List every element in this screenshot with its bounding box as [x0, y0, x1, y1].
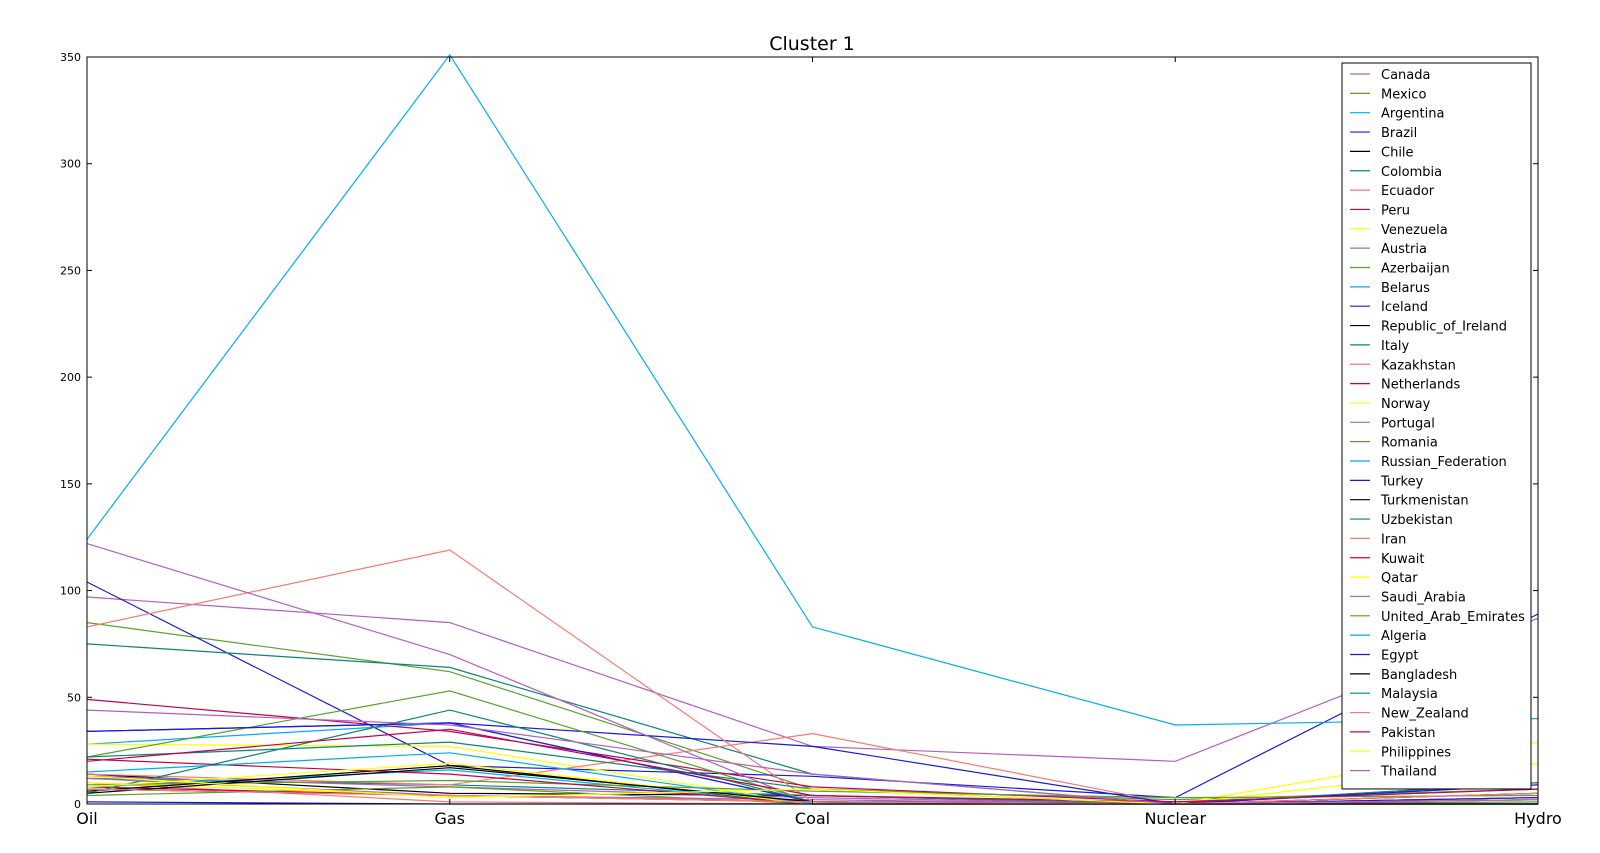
y-tick-label: 0: [74, 798, 81, 811]
legend-label-russian-federation: Russian_Federation: [1381, 455, 1507, 470]
legend-label-azerbaijan: Azerbaijan: [1381, 262, 1450, 277]
y-tick-label: 50: [67, 691, 81, 704]
legend-label-philippines: Philippines: [1381, 745, 1451, 760]
chart-title: Cluster 1: [769, 33, 855, 55]
legend: Canada Mexico Argentina Brazil Chile Colombia…: [1341, 62, 1532, 790]
legend-label-colombia: Colombia: [1381, 165, 1442, 180]
legend-label-turkmenistan: Turkmenistan: [1380, 494, 1469, 509]
legend-label-united-arab-emirates: United_Arab_Emirates: [1381, 610, 1525, 625]
y-tick-label: 150: [60, 478, 81, 491]
legend-label-iceland: Iceland: [1381, 300, 1428, 315]
legend-label-venezuela: Venezuela: [1381, 223, 1448, 238]
legend-label-algeria: Algeria: [1381, 629, 1427, 644]
legend-label-austria: Austria: [1381, 242, 1427, 257]
x-tick-label-coal: Coal: [795, 809, 830, 828]
x-tick-label-oil: Oil: [76, 809, 97, 828]
series-line-pakistan: [86, 728, 1539, 803]
legend-label-saudi-arabia: Saudi_Arabia: [1381, 590, 1466, 605]
y-tick-label: 250: [60, 264, 81, 277]
legend-label-norway: Norway: [1381, 397, 1431, 412]
legend-label-netherlands: Netherlands: [1381, 378, 1460, 393]
y-tick-label: 200: [60, 371, 81, 384]
legend-box: [1341, 62, 1532, 790]
legend-label-portugal: Portugal: [1381, 416, 1435, 431]
legend-label-romania: Romania: [1381, 436, 1438, 451]
legend-label-belarus: Belarus: [1381, 281, 1430, 296]
legend-label-kazakhstan: Kazakhstan: [1381, 358, 1456, 373]
legend-label-argentina: Argentina: [1381, 107, 1444, 122]
legend-label-republic-of-ireland: Republic_of_Ireland: [1381, 320, 1507, 335]
y-tick-label: 350: [60, 51, 81, 64]
legend-label-thailand: Thailand: [1380, 765, 1437, 780]
series-line-romania: [86, 779, 1539, 799]
x-tick-label-nuclear: Nuclear: [1144, 809, 1206, 828]
legend-label-italy: Italy: [1381, 339, 1410, 354]
legend-label-kuwait: Kuwait: [1381, 552, 1424, 567]
axes-layer: 0 50 100 150 200 250 300 350 Oil Gas Coal Nuclear Hy…: [60, 51, 1562, 828]
series-line-russian-federation: [86, 53, 1539, 726]
y-tick-label: 100: [60, 585, 81, 598]
series-line-brazil: [86, 581, 1539, 799]
legend-label-peru: Peru: [1381, 203, 1410, 218]
legend-label-malaysia: Malaysia: [1381, 687, 1438, 702]
x-tick-label-hydro: Hydro: [1514, 809, 1562, 828]
legend-label-egypt: Egypt: [1381, 649, 1419, 664]
y-tick-label: 300: [60, 158, 81, 171]
legend-label-chile: Chile: [1381, 145, 1414, 160]
series-line-thailand: [86, 709, 1539, 805]
legend-label-new-zealand: New_Zealand: [1381, 707, 1469, 722]
legend-label-iran: Iran: [1381, 532, 1406, 547]
legend-label-uzbekistan: Uzbekistan: [1381, 513, 1453, 528]
legend-label-ecuador: Ecuador: [1381, 184, 1435, 199]
x-tick-label-gas: Gas: [434, 809, 465, 828]
legend-label-qatar: Qatar: [1381, 571, 1418, 586]
legend-label-canada: Canada: [1381, 68, 1430, 83]
legend-label-brazil: Brazil: [1381, 126, 1417, 141]
legend-label-pakistan: Pakistan: [1381, 726, 1435, 741]
legend-label-mexico: Mexico: [1381, 87, 1426, 102]
legend-label-bangladesh: Bangladesh: [1381, 668, 1457, 683]
legend-label-turkey: Turkey: [1380, 474, 1424, 489]
